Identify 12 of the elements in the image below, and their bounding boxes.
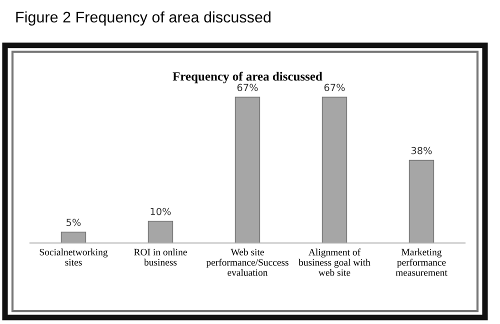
x-tick-label: Marketing performance measurement bbox=[396, 248, 448, 276]
x-tick-label: Alignment of business goal with web site bbox=[298, 248, 370, 276]
x-tick-label: Socialnetworking sites bbox=[40, 248, 108, 266]
data-label: 67% bbox=[324, 84, 345, 92]
data-label: 67% bbox=[237, 84, 258, 92]
data-label: 38% bbox=[411, 146, 432, 154]
x-tick-label: ROI in online business bbox=[134, 248, 187, 266]
data-label: 5% bbox=[66, 218, 81, 226]
chart-title: Frequency of area discussed bbox=[172, 72, 322, 84]
x-tick-label: Web site performance/Success evaluation bbox=[206, 248, 288, 276]
caption: Figure 2 Frequency of area discussed bbox=[16, 11, 270, 26]
data-label: 10% bbox=[150, 208, 171, 216]
